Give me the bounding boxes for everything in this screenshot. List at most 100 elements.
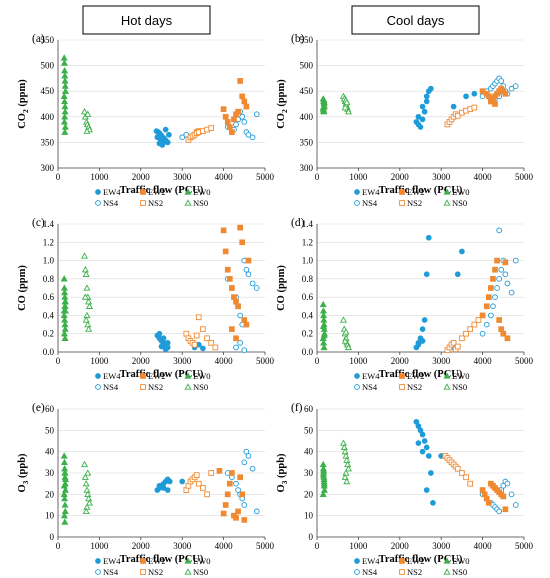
data-point [475,317,482,323]
data-point [82,479,90,487]
data-point [84,110,92,117]
data-point [233,298,239,305]
y-tick-label: 10 [304,511,314,521]
data-point [479,330,486,337]
data-point [341,473,349,480]
data-point [61,469,69,476]
data-point [485,294,492,300]
data-point [320,106,328,114]
data-point [419,103,426,110]
data-point [454,343,461,350]
legend-label-NS2: NS2 [148,567,163,577]
panel-label: (a) [32,33,45,45]
data-point [179,134,186,141]
data-point [195,314,202,321]
legend-label-NS0: NS0 [452,382,467,392]
data-point [220,510,227,517]
data-point [450,340,457,346]
data-point [415,113,422,120]
x-axis-label: Traffic flow (PCU) [120,185,204,196]
data-point [498,78,505,84]
legend: EW4 EW2 EW0 NS4 NS2 NS0 [95,371,210,392]
data-point [226,276,233,282]
chart-panel-c: (c) 0.0 0.2 0.4 0.6 0.8 1.0 1.2 1.4 0 1000 2000 3000… [17,217,275,392]
data-point [508,491,515,498]
data-point [319,490,327,497]
data-point [502,271,509,278]
series-NS0 [80,460,93,515]
data-point [467,480,474,487]
data-point [162,126,169,133]
data-point [249,465,256,472]
data-point [158,343,165,350]
data-point [237,224,244,231]
data-point [156,330,163,337]
y-tick-label: 0.4 [43,310,55,320]
data-point [85,298,93,305]
data-point [488,285,494,291]
series-EW0 [60,452,69,525]
data-point [222,502,229,508]
data-point [208,470,215,476]
chart-panel-b: (b) 300 350 400 450 500 550 0 1000 2000 3000 4000 50… [276,33,534,208]
data-point [342,328,350,335]
legend-label-NS0: NS0 [452,198,467,208]
series-EW0 [60,275,69,341]
y-tick-label: 550 [41,35,55,45]
data-point [344,107,352,115]
legend-label-EW2: EW2 [148,187,165,197]
data-point [454,112,461,119]
data-point [241,502,248,508]
data-point [166,478,173,485]
series-EW4 [413,234,465,351]
data-point [204,335,210,342]
data-point [61,325,69,332]
data-point [60,482,68,489]
legend-marker-NS2 [399,384,405,390]
data-point [319,300,327,308]
data-point [81,473,89,480]
data-point [224,266,231,273]
data-point [160,335,167,342]
y-axis-label: CO2 (ppm) [276,79,289,129]
data-point [249,280,256,287]
x-tick-label: 3000 [173,356,192,366]
data-point [492,294,498,300]
data-point [471,321,478,328]
data-point [81,266,89,273]
data-point [229,470,235,476]
legend-label-NS4: NS4 [103,198,119,208]
y-tick-label: 400 [41,112,55,122]
x-tick-label: 4000 [474,541,493,551]
data-point [231,294,237,300]
y-tick-label: 0 [50,532,55,542]
data-point [237,474,244,481]
data-point [508,289,515,296]
data-point [421,317,428,323]
series-EW0 [60,54,69,135]
data-point [61,77,69,84]
x-tick-label: 0 [315,541,320,551]
data-point [60,307,68,314]
data-point [200,345,206,352]
data-point [341,337,349,344]
series-EW0 [319,95,328,115]
data-point [164,487,171,493]
legend-marker-EW4 [354,189,360,195]
series-NS2 [444,317,482,354]
x-tick-label: 3000 [173,172,192,182]
data-point [467,326,474,332]
legend: EW4 EW2 EW0 NS4 NS2 NS0 [95,187,210,208]
legend-marker-NS4 [354,569,360,575]
data-point [61,334,69,341]
data-point [61,107,69,115]
data-point [84,469,92,476]
data-point [85,302,93,309]
data-point [239,491,246,498]
chart-panel-f: (f) 0 10 20 30 40 50 60 0 1000 2000 3000 4000 5000 Tra… [276,402,534,577]
data-point [249,134,256,141]
data-point [459,335,465,342]
legend-marker-EW4 [95,189,101,195]
data-point [415,341,422,348]
data-point [253,111,260,118]
